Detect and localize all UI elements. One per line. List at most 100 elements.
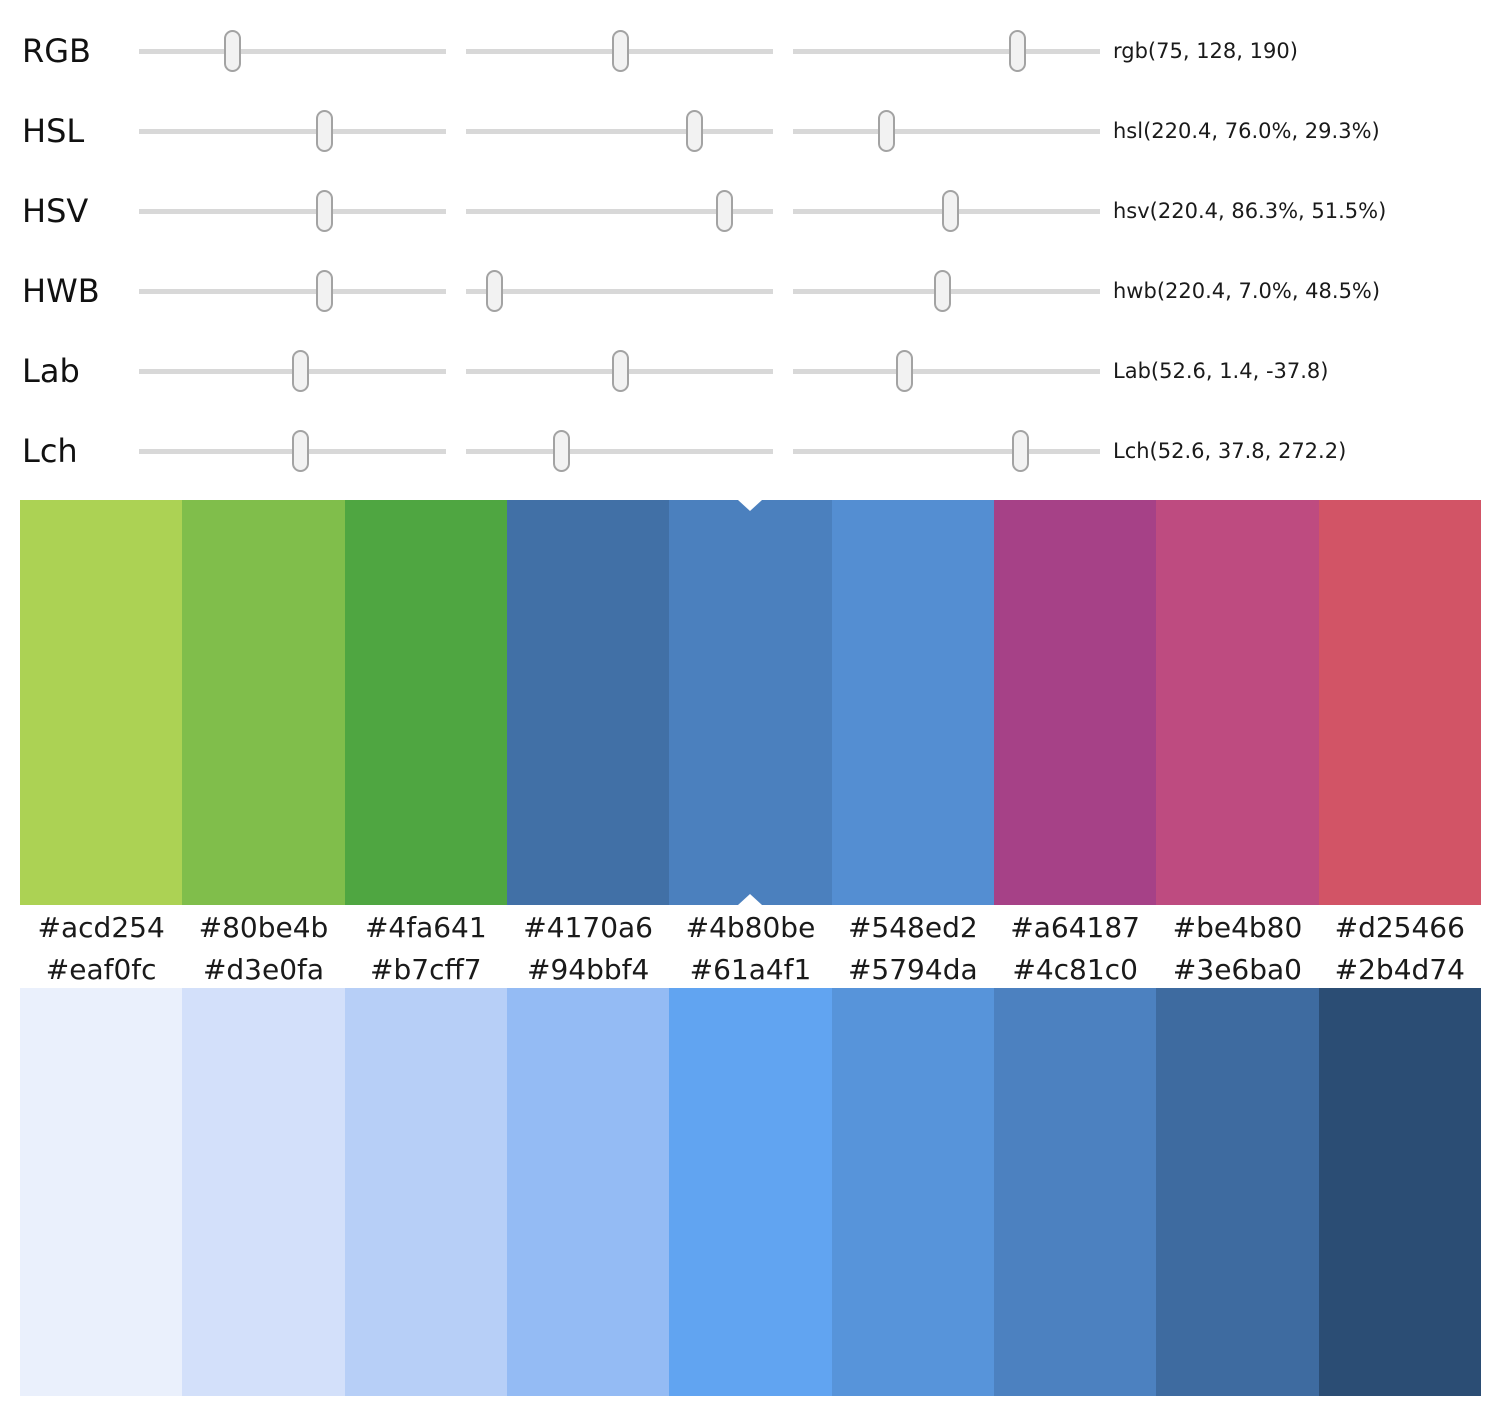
slider-track-line [793, 48, 1100, 54]
shade-swatch[interactable] [344, 988, 507, 1396]
slider-thumb[interactable] [933, 270, 951, 312]
hue-swatch[interactable] [182, 500, 345, 905]
slider-row-lab: Lab Lab(52.6, 1.4, -37.8) [0, 331, 1501, 411]
swatch-hex-label: #acd254 [37, 911, 165, 944]
shade-hex-label-row: #eaf0fc #d3e0fa #b7cff7 #94bbf4 #61a4f1 … [20, 950, 1481, 988]
color-value-text: hsv(220.4, 86.3%, 51.5%) [1113, 199, 1387, 223]
slider-track-line [466, 288, 773, 294]
swatch-hex-label: #5794da [847, 952, 978, 986]
slider-row-label: RGB [22, 32, 91, 70]
slider-track[interactable] [139, 411, 446, 491]
slider-track[interactable] [139, 331, 446, 411]
shade-swatch[interactable] [993, 988, 1157, 1396]
hue-swatch[interactable] [1156, 500, 1319, 905]
hue-swatch[interactable] [20, 500, 183, 905]
slider-track[interactable] [139, 251, 446, 331]
slider-row-label: Lab [22, 352, 80, 390]
slider-thumb[interactable] [291, 430, 309, 472]
slider-thumb[interactable] [316, 270, 334, 312]
slider-track[interactable] [139, 11, 446, 91]
slider-track[interactable] [793, 91, 1100, 171]
slider-track-line [793, 368, 1100, 374]
hue-swatch[interactable] [993, 500, 1157, 905]
shade-swatch[interactable] [831, 988, 994, 1396]
slider-thumb[interactable] [291, 350, 309, 392]
swatch-hex-label: #a64187 [1010, 911, 1140, 944]
slider-thumb[interactable] [877, 110, 895, 152]
slider-track[interactable] [793, 251, 1100, 331]
slider-thumb[interactable] [612, 350, 630, 392]
hue-swatch[interactable] [831, 500, 994, 905]
shade-swatch[interactable] [182, 988, 345, 1396]
slider-thumb[interactable] [611, 30, 629, 72]
slider-track-line [793, 448, 1100, 454]
swatch-hex-label: #4b80be [685, 911, 816, 944]
swatch-hex-label: #61a4f1 [689, 952, 812, 986]
swatch-hex-label: #548ed2 [847, 911, 978, 944]
swatch-hex-label: #80be4b [198, 911, 329, 944]
hue-swatch[interactable] [669, 500, 832, 905]
shade-swatch[interactable] [669, 988, 832, 1396]
color-value-text: Lch(52.6, 37.8, 272.2) [1113, 439, 1347, 463]
swatch-hex-label: #4c81c0 [1012, 952, 1138, 986]
slider-thumb[interactable] [316, 110, 334, 152]
slider-thumb[interactable] [686, 110, 704, 152]
hue-palette [20, 500, 1481, 905]
shade-swatch[interactable] [1156, 988, 1319, 1396]
swatch-hex-label: #94bbf4 [526, 952, 650, 986]
hue-swatch[interactable] [344, 500, 507, 905]
slider-track[interactable] [793, 331, 1100, 411]
slider-row-hsl: HSL hsl(220.4, 76.0%, 29.3%) [0, 91, 1501, 171]
slider-track[interactable] [139, 171, 446, 251]
swatch-hex-label: #4fa641 [364, 911, 487, 944]
slider-row-label: HWB [22, 272, 100, 310]
hue-swatch[interactable] [1318, 500, 1481, 905]
slider-thumb[interactable] [316, 190, 334, 232]
shade-swatch[interactable] [1318, 988, 1481, 1396]
color-value-text: Lab(52.6, 1.4, -37.8) [1113, 359, 1329, 383]
slider-track[interactable] [466, 91, 773, 171]
slider-track-line [139, 288, 446, 294]
slider-track-line [466, 448, 773, 454]
hue-swatch[interactable] [506, 500, 670, 905]
slider-track[interactable] [793, 411, 1100, 491]
slider-track[interactable] [466, 11, 773, 91]
slider-row-hwb: HWB hwb(220.4, 7.0%, 48.5%) [0, 251, 1501, 331]
hue-hex-label-row: #acd254 #80be4b #4fa641 #4170a6 #4b80be … [20, 905, 1481, 950]
slider-thumb[interactable] [942, 190, 960, 232]
slider-track[interactable] [793, 11, 1100, 91]
slider-thumb[interactable] [486, 270, 504, 312]
slider-track[interactable] [466, 411, 773, 491]
slider-track[interactable] [466, 251, 773, 331]
swatch-hex-label: #b7cff7 [370, 952, 482, 986]
slider-row-label: HSV [22, 192, 89, 230]
slider-track-line [139, 48, 446, 54]
slider-track[interactable] [139, 91, 446, 171]
swatch-hex-label: #eaf0fc [45, 952, 157, 986]
slider-track-line [139, 208, 446, 214]
color-value-text: hwb(220.4, 7.0%, 48.5%) [1113, 279, 1381, 303]
slider-row-label: Lch [22, 432, 78, 470]
slider-track[interactable] [793, 171, 1100, 251]
slider-section: RGB rgb(75, 128, 190) HSL [0, 0, 1501, 491]
slider-thumb[interactable] [553, 430, 570, 472]
slider-row-label: HSL [22, 112, 85, 150]
swatch-hex-label: #d3e0fa [202, 952, 325, 986]
shade-swatch[interactable] [20, 988, 183, 1396]
color-value-text: rgb(75, 128, 190) [1113, 39, 1298, 63]
swatch-hex-label: #d25466 [1334, 911, 1465, 944]
slider-row-hsv: HSV hsv(220.4, 86.3%, 51.5%) [0, 171, 1501, 251]
slider-thumb[interactable] [1009, 30, 1027, 72]
slider-track[interactable] [466, 331, 773, 411]
slider-row-lch: Lch Lch(52.6, 37.8, 272.2) [0, 411, 1501, 491]
slider-thumb[interactable] [895, 350, 913, 392]
slider-thumb[interactable] [224, 30, 242, 72]
swatch-hex-label: #be4b80 [1172, 911, 1303, 944]
shade-palette [20, 988, 1481, 1396]
shade-swatch[interactable] [506, 988, 670, 1396]
slider-thumb[interactable] [716, 190, 734, 232]
slider-track-line [466, 208, 773, 214]
slider-track[interactable] [466, 171, 773, 251]
slider-thumb[interactable] [1012, 430, 1030, 472]
